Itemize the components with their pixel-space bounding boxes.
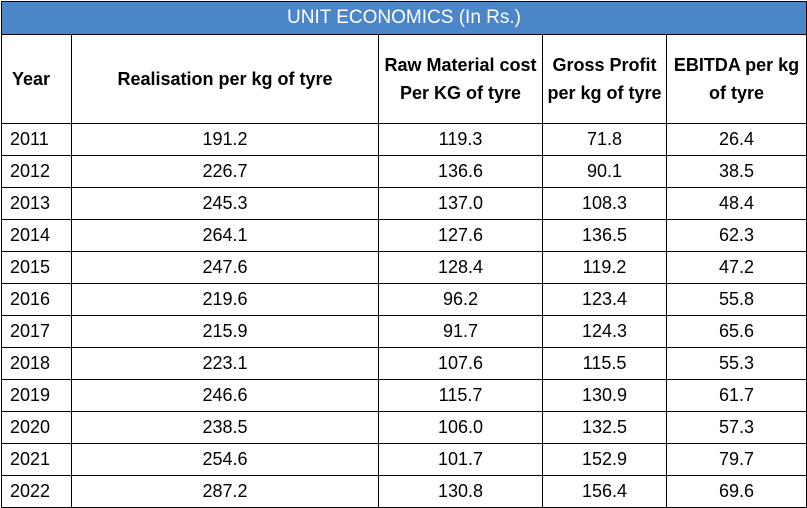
gross-profit-cell: 124.3 [542, 315, 667, 348]
table-row: 2017 215.9 91.7 124.3 65.6 [1, 315, 807, 348]
table-row: 2022 287.2 130.8 156.4 69.6 [1, 475, 807, 508]
gross-profit-cell: 132.5 [542, 411, 667, 444]
ebitda-cell: 62.3 [666, 219, 807, 252]
year-cell: 2019 [1, 379, 72, 412]
raw-material-cell: 136.6 [378, 155, 543, 188]
year-cell: 2011 [1, 123, 72, 156]
raw-material-cell: 119.3 [378, 123, 543, 156]
realisation-cell: 247.6 [71, 251, 379, 284]
realisation-cell: 254.6 [71, 443, 379, 476]
gross-profit-cell: 108.3 [542, 187, 667, 220]
table-row: 2016 219.6 96.2 123.4 55.8 [1, 283, 807, 316]
ebitda-cell: 57.3 [666, 411, 807, 444]
ebitda-cell: 47.2 [666, 251, 807, 284]
gross-profit-cell: 130.9 [542, 379, 667, 412]
raw-material-cell: 128.4 [378, 251, 543, 284]
realisation-cell: 246.6 [71, 379, 379, 412]
realisation-cell: 226.7 [71, 155, 379, 188]
ebitda-cell: 69.6 [666, 475, 807, 508]
column-header-realisation: Realisation per kg of tyre [71, 34, 379, 124]
table-title: UNIT ECONOMICS (In Rs.) [1, 1, 807, 35]
column-header-year: Year [1, 34, 72, 124]
realisation-cell: 264.1 [71, 219, 379, 252]
raw-material-cell: 91.7 [378, 315, 543, 348]
raw-material-cell: 137.0 [378, 187, 543, 220]
gross-profit-cell: 115.5 [542, 347, 667, 380]
column-header-gross-profit: Gross Profit per kg of tyre [542, 34, 667, 124]
table-row: 2012 226.7 136.6 90.1 38.5 [1, 155, 807, 188]
ebitda-cell: 38.5 [666, 155, 807, 188]
column-header-ebitda: EBITDA per kg of tyre [666, 34, 807, 124]
year-cell: 2017 [1, 315, 72, 348]
raw-material-cell: 107.6 [378, 347, 543, 380]
realisation-cell: 245.3 [71, 187, 379, 220]
ebitda-cell: 65.6 [666, 315, 807, 348]
ebitda-cell: 79.7 [666, 443, 807, 476]
year-cell: 2016 [1, 283, 72, 316]
raw-material-cell: 127.6 [378, 219, 543, 252]
gross-profit-cell: 90.1 [542, 155, 667, 188]
column-header-raw-material: Raw Material cost Per KG of tyre [378, 34, 543, 124]
table-row: 2021 254.6 101.7 152.9 79.7 [1, 443, 807, 476]
table-row: 2011 191.2 119.3 71.8 26.4 [1, 123, 807, 156]
table-row: 2015 247.6 128.4 119.2 47.2 [1, 251, 807, 284]
year-cell: 2022 [1, 475, 72, 508]
year-cell: 2018 [1, 347, 72, 380]
raw-material-cell: 115.7 [378, 379, 543, 412]
year-cell: 2021 [1, 443, 72, 476]
gross-profit-cell: 136.5 [542, 219, 667, 252]
table-row: 2019 246.6 115.7 130.9 61.7 [1, 379, 807, 412]
ebitda-cell: 26.4 [666, 123, 807, 156]
table-row: 2018 223.1 107.6 115.5 55.3 [1, 347, 807, 380]
ebitda-cell: 48.4 [666, 187, 807, 220]
table-row: 2020 238.5 106.0 132.5 57.3 [1, 411, 807, 444]
column-header-row: Year Realisation per kg of tyre Raw Mate… [1, 34, 807, 124]
raw-material-cell: 106.0 [378, 411, 543, 444]
year-cell: 2012 [1, 155, 72, 188]
raw-material-cell: 130.8 [378, 475, 543, 508]
realisation-cell: 287.2 [71, 475, 379, 508]
year-cell: 2015 [1, 251, 72, 284]
ebitda-cell: 55.3 [666, 347, 807, 380]
table-title-row: UNIT ECONOMICS (In Rs.) [1, 1, 807, 35]
realisation-cell: 215.9 [71, 315, 379, 348]
ebitda-cell: 55.8 [666, 283, 807, 316]
year-cell: 2020 [1, 411, 72, 444]
gross-profit-cell: 123.4 [542, 283, 667, 316]
realisation-cell: 191.2 [71, 123, 379, 156]
realisation-cell: 219.6 [71, 283, 379, 316]
year-cell: 2013 [1, 187, 72, 220]
realisation-cell: 238.5 [71, 411, 379, 444]
raw-material-cell: 101.7 [378, 443, 543, 476]
table-row: 2014 264.1 127.6 136.5 62.3 [1, 219, 807, 252]
gross-profit-cell: 152.9 [542, 443, 667, 476]
table-row: 2013 245.3 137.0 108.3 48.4 [1, 187, 807, 220]
realisation-cell: 223.1 [71, 347, 379, 380]
raw-material-cell: 96.2 [378, 283, 543, 316]
gross-profit-cell: 71.8 [542, 123, 667, 156]
gross-profit-cell: 119.2 [542, 251, 667, 284]
ebitda-cell: 61.7 [666, 379, 807, 412]
year-cell: 2014 [1, 219, 72, 252]
gross-profit-cell: 156.4 [542, 475, 667, 508]
table-body: 2011 191.2 119.3 71.8 26.4 2012 226.7 136.6 90.1… [1, 123, 807, 508]
